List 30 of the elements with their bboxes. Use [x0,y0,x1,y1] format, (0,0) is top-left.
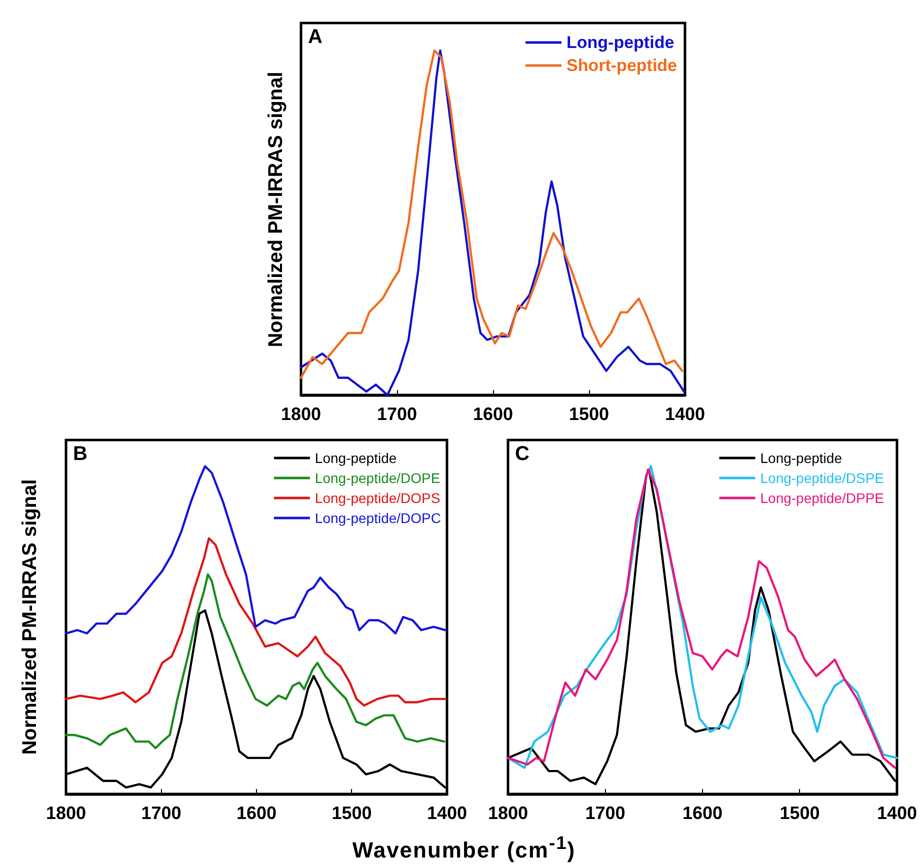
x-tick-label: 1700 [585,803,626,823]
legend-label: Long-peptide [314,450,397,466]
x-tick-label: 1700 [376,404,418,424]
legend-label: Long-peptide [760,450,842,466]
x-tick-label: 1800 [46,803,86,823]
x-tick-label: 1600 [682,803,723,823]
x-tick-label: 1400 [664,404,705,424]
legend-label: Long-peptide/DSPE [760,470,884,486]
chart-title: C [515,443,530,465]
y-axis-title: Normalized PM-IRRAS signal [265,72,287,348]
x-tick-label: 1600 [472,404,514,424]
legend-label: Long-peptide/DOPE [314,470,440,486]
x-tick-label: 1500 [332,803,372,823]
x-tick-label: 1700 [141,803,182,823]
y-axis-title: Normalized PM-IRRAS signal [19,479,41,755]
x-tick-label: 1500 [780,803,820,823]
x-tick-label: 1800 [280,404,322,424]
legend-label: Short-peptide [566,56,678,75]
x-tick-label: 1400 [876,803,917,823]
chart-title: A [308,26,322,48]
x-axis-title: Wavenumber (cm$^{-1}$) [351,832,577,864]
legend-label: Long-peptide/DOPC [314,510,442,526]
x-tick-label: 1400 [426,803,467,823]
chart-title: B [73,443,88,465]
x-tick-label: 1600 [236,803,277,823]
x-tick-label: 1800 [488,803,528,823]
x-tick-label: 1500 [568,404,610,424]
legend-label: Long-peptide/DOPS [314,490,440,506]
legend-label: Long-peptide/DPPE [760,490,884,506]
legend-label: Long-peptide [566,33,674,52]
